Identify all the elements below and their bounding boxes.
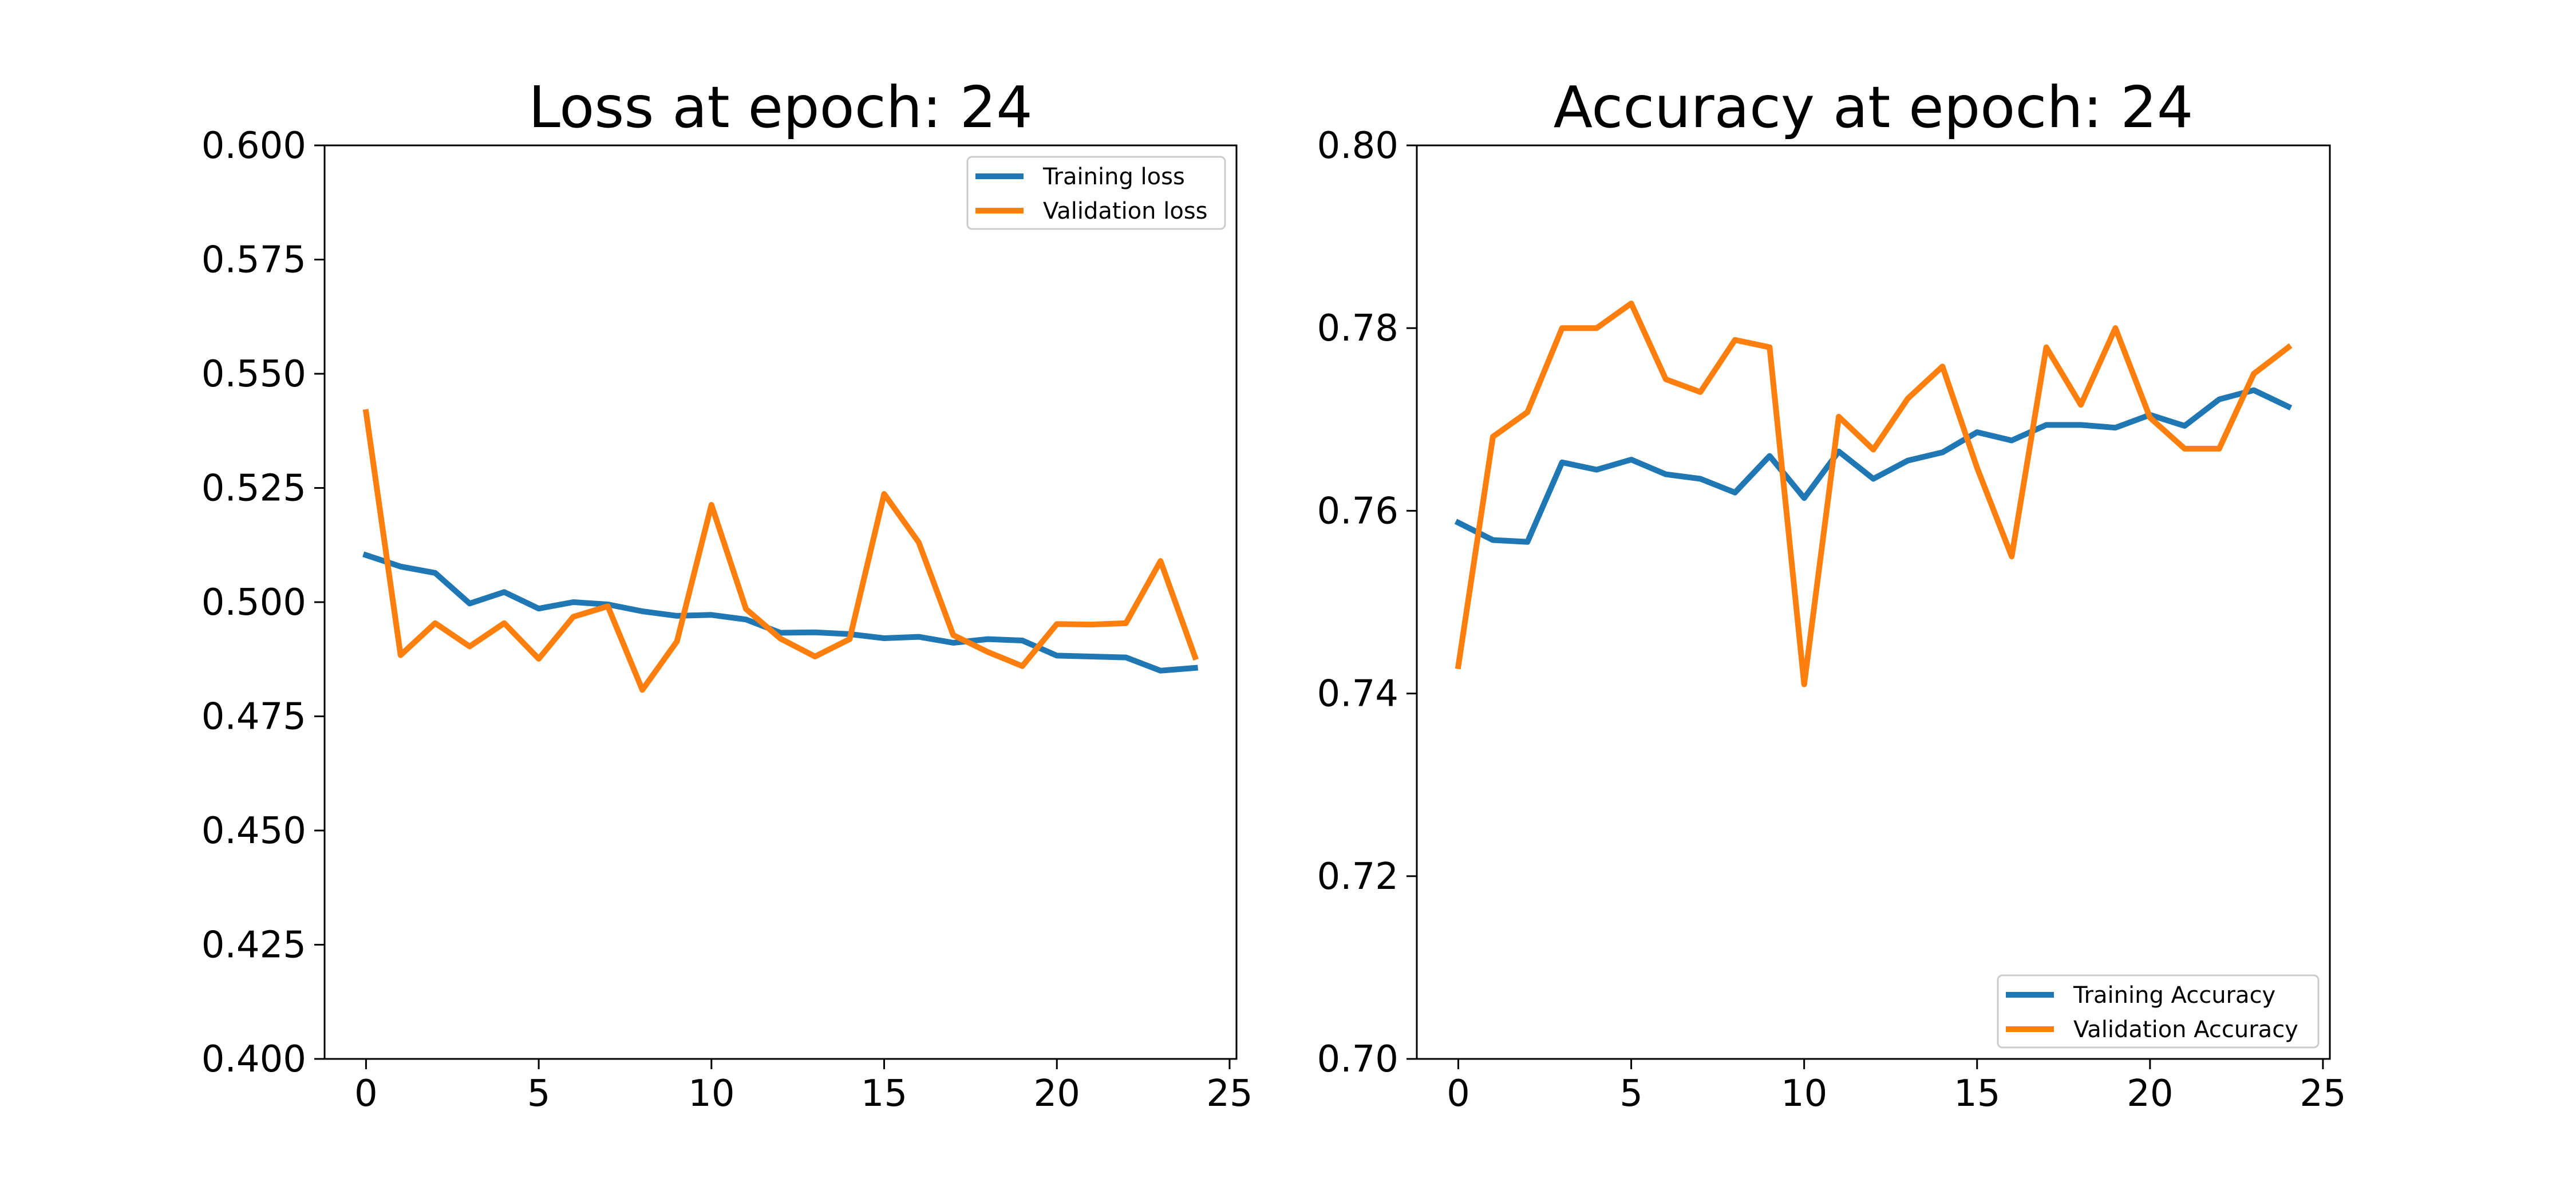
x-tick-label: 20 <box>2127 1073 2173 1115</box>
y-tick-label: 0.76 <box>1317 490 1399 532</box>
y-tick-label: 0.500 <box>202 582 306 624</box>
y-tick-label: 0.78 <box>1317 307 1399 350</box>
chart-title: Loss at epoch: 24 <box>528 74 1033 141</box>
x-tick-label: 25 <box>2300 1073 2346 1115</box>
chart-1: Accuracy at epoch: 24 0 5 10 15 20 25 0.70 0.72 0… <box>1317 74 2346 1115</box>
x-tick-label: 5 <box>527 1073 551 1115</box>
chart-0: Loss at epoch: 24 0 5 10 15 20 25 0.400 0.425 0.4… <box>202 74 1253 1115</box>
x-tick-label: 10 <box>1781 1073 1827 1115</box>
axes-frame <box>1416 144 2331 1060</box>
x-tick-label: 0 <box>1447 1073 1470 1115</box>
legend-label: Validation loss <box>1043 198 1208 224</box>
legend: Training Accuracy Validation Accuracy <box>1997 974 2320 1049</box>
series-line-validation-loss <box>362 409 1199 693</box>
axes-frame <box>323 144 1238 1060</box>
legend-box <box>966 156 1226 230</box>
legend-box <box>1997 974 2320 1049</box>
y-tick-label: 0.525 <box>202 468 306 510</box>
x-tick-label: 10 <box>688 1073 734 1115</box>
y-tick-label: 0.70 <box>1317 1038 1399 1081</box>
y-tick-label: 0.450 <box>202 810 306 852</box>
legend-label: Training Accuracy <box>2073 982 2275 1009</box>
x-tick-label: 20 <box>1034 1073 1080 1115</box>
y-tick-label: 0.550 <box>202 353 306 396</box>
x-tick-label: 15 <box>1954 1073 2000 1115</box>
y-tick-label: 0.400 <box>202 1038 306 1081</box>
legend-label: Training loss <box>1042 164 1185 190</box>
series-line-training-loss <box>362 551 1198 674</box>
chart-title: Accuracy at epoch: 24 <box>1554 74 2194 141</box>
y-tick-label: 0.72 <box>1317 856 1399 898</box>
y-tick-label: 0.575 <box>202 239 306 282</box>
series-line-validation-accuracy <box>1455 300 2293 687</box>
y-tick-label: 0.600 <box>202 125 306 167</box>
legend-label: Validation Accuracy <box>2073 1017 2298 1043</box>
y-tick-label: 0.80 <box>1317 125 1399 167</box>
y-tick-label: 0.74 <box>1317 673 1399 715</box>
y-tick-label: 0.475 <box>202 696 306 738</box>
x-tick-label: 0 <box>354 1073 378 1115</box>
legend: Training loss Validation loss <box>966 156 1226 230</box>
x-tick-label: 15 <box>861 1073 907 1115</box>
y-tick-label: 0.425 <box>202 924 306 967</box>
x-tick-label: 25 <box>1206 1073 1253 1115</box>
x-tick-label: 5 <box>1619 1073 1643 1115</box>
